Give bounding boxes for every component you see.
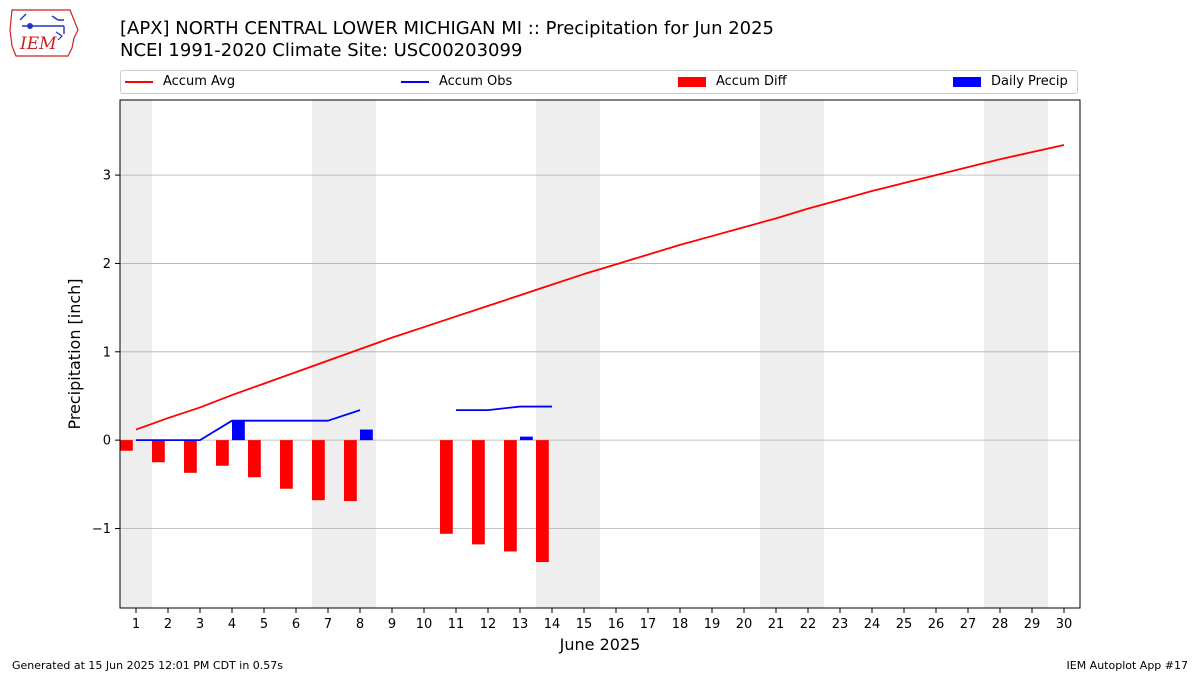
x-tick-label: 16 — [608, 617, 625, 632]
y-tick-label: 3 — [103, 169, 111, 184]
chart-title: [APX] NORTH CENTRAL LOWER MICHIGAN MI ::… — [120, 18, 775, 39]
accum-obs-line — [456, 405, 552, 412]
legend-label-accum-obs: Accum Obs — [439, 74, 513, 89]
x-tick-label: 1 — [132, 617, 140, 632]
accum-diff-bar — [504, 440, 517, 552]
x-tick-label: 10 — [416, 617, 433, 632]
legend-label-accum-avg: Accum Avg — [163, 74, 236, 89]
x-axis-label: June 2025 — [559, 635, 641, 654]
x-tick-label: 29 — [1024, 617, 1041, 632]
legend: Accum Avg Accum Obs Accum Diff Daily Pre… — [120, 70, 1078, 94]
logo-text: IEM — [20, 34, 57, 54]
x-tick-label: 9 — [388, 617, 396, 632]
accum-obs-line — [136, 409, 361, 442]
x-tick-label: 11 — [448, 617, 465, 632]
x-tick-label: 21 — [768, 617, 785, 632]
legend-swatch-accum-diff — [678, 76, 706, 87]
accum-diff-bar — [472, 440, 485, 545]
legend-item-accum-obs: Accum Obs — [401, 74, 512, 90]
x-tick-label: 6 — [292, 617, 300, 632]
legend-swatch-accum-avg — [125, 80, 153, 83]
x-tick-label: 7 — [324, 617, 332, 632]
accum-avg-line — [135, 144, 1065, 431]
x-tick-label: 26 — [928, 617, 945, 632]
daily-precip-bar — [520, 436, 533, 441]
accum-diff-bar — [536, 440, 549, 563]
weekend-band — [120, 100, 152, 608]
accum-diff-bar — [440, 440, 453, 534]
x-tick-label: 12 — [480, 617, 497, 632]
iowa-map-icon — [9, 9, 79, 57]
accum-diff-bar — [312, 440, 325, 501]
accum-diff-bar — [248, 440, 261, 478]
x-tick-label: 3 — [196, 617, 204, 632]
weekend-band — [984, 100, 1048, 608]
x-tick-label: 8 — [356, 617, 364, 632]
iem-logo: IEM — [8, 6, 80, 60]
x-tick-label: 20 — [736, 617, 753, 632]
legend-swatch-accum-obs — [401, 80, 429, 83]
x-tick-label: 27 — [960, 617, 977, 632]
legend-label-daily-precip: Daily Precip — [991, 74, 1068, 89]
footer-generated: Generated at 15 Jun 2025 12:01 PM CDT in… — [12, 659, 284, 672]
legend-label-accum-diff: Accum Diff — [716, 74, 787, 89]
daily-precip-bar — [232, 420, 245, 441]
legend-item-accum-avg: Accum Avg — [125, 74, 235, 90]
accum-diff-bar — [344, 440, 357, 502]
x-tick-label: 2 — [164, 617, 172, 632]
y-tick-label: 0 — [103, 434, 111, 449]
daily-precip-bar — [360, 429, 373, 441]
y-tick-label: 2 — [103, 257, 111, 272]
weekend-band — [760, 100, 824, 608]
legend-item-daily-precip: Daily Precip — [953, 74, 1068, 90]
x-tick-label: 4 — [228, 617, 236, 632]
x-tick-label: 24 — [864, 617, 881, 632]
x-tick-label: 30 — [1056, 617, 1073, 632]
x-tick-label: 15 — [576, 617, 593, 632]
y-tick-label: −1 — [92, 522, 111, 537]
accum-diff-bar — [280, 440, 293, 489]
x-tick-label: 5 — [260, 617, 268, 632]
x-tick-label: 19 — [704, 617, 721, 632]
x-tick-label: 14 — [544, 617, 561, 632]
footer-app: IEM Autoplot App #17 — [1066, 659, 1189, 672]
accum-diff-bar — [216, 440, 229, 466]
accum-diff-bar — [184, 440, 197, 473]
chart-subtitle: NCEI 1991-2020 Climate Site: USC00203099 — [120, 40, 523, 61]
accum-diff-bar — [120, 440, 133, 451]
legend-swatch-daily-precip — [953, 76, 981, 87]
x-tick-label: 22 — [800, 617, 817, 632]
x-tick-label: 13 — [512, 617, 529, 632]
legend-item-accum-diff: Accum Diff — [678, 74, 787, 90]
x-tick-label: 28 — [992, 617, 1009, 632]
accum-diff-bar — [152, 440, 165, 463]
y-axis-label: Precipitation [inch] — [65, 278, 84, 429]
x-tick-label: 25 — [896, 617, 913, 632]
y-tick-label: 1 — [103, 345, 111, 360]
x-tick-label: 18 — [672, 617, 689, 632]
x-tick-label: 17 — [640, 617, 657, 632]
plot-frame — [119, 99, 1081, 609]
x-tick-label: 23 — [832, 617, 849, 632]
